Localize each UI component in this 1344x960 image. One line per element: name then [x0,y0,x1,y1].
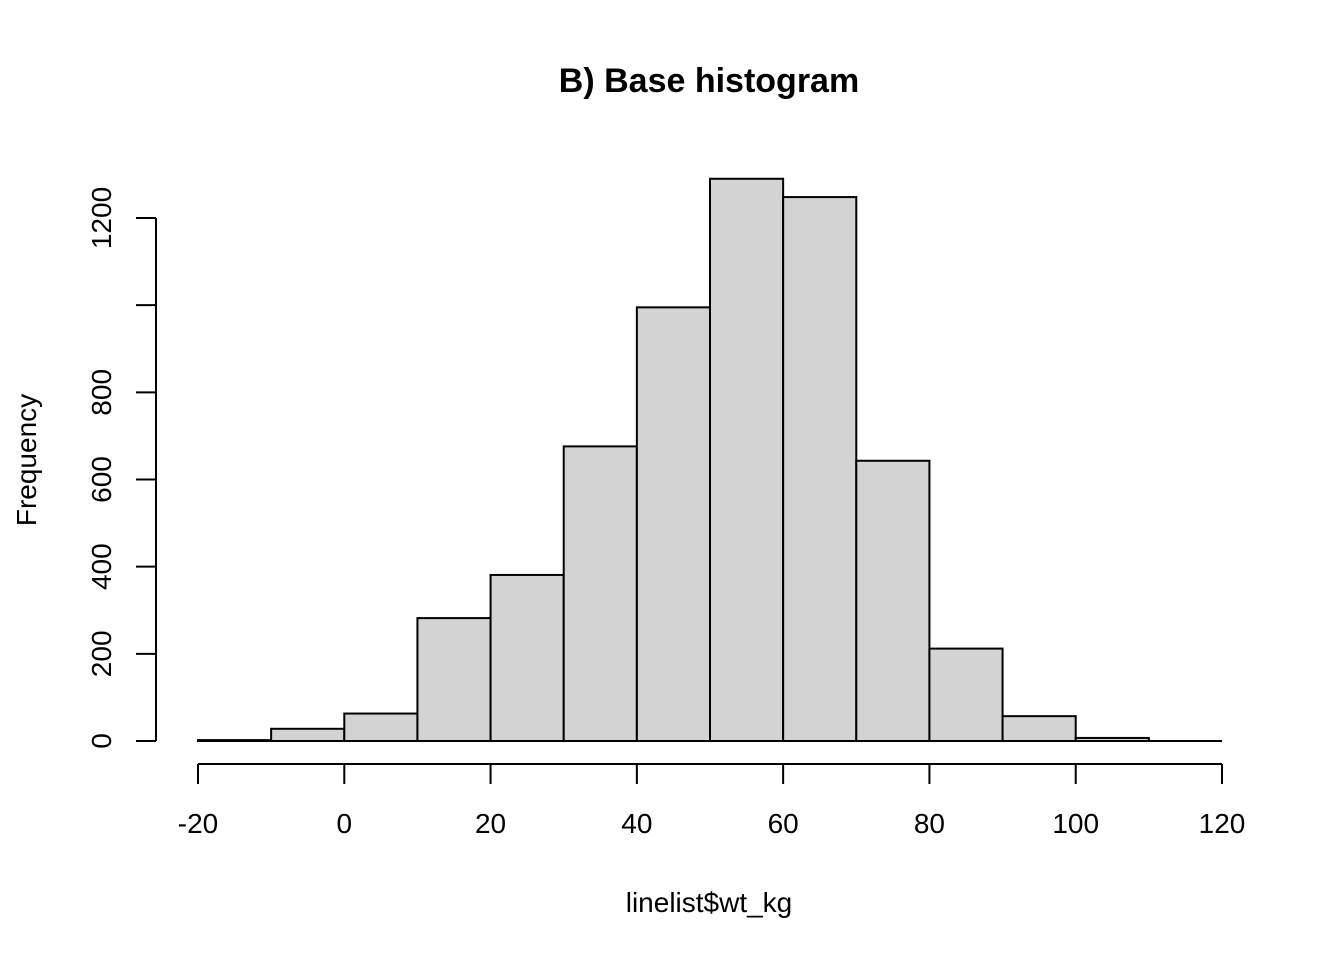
x-tick-label: 60 [768,808,799,839]
y-tick-label: 0 [86,733,117,749]
bars-group [197,177,1222,743]
x-tick-label: 0 [336,808,352,839]
histogram-bar [635,306,711,742]
y-axis: 0 200 400 600 800 1200 [86,187,157,749]
y-tick-label: 1200 [86,187,117,249]
histogram-bar [270,727,346,743]
x-tick-label: 100 [1052,808,1099,839]
y-tick-label: 600 [86,456,117,503]
x-tick-label: 120 [1199,808,1246,839]
histogram-bar [416,617,492,742]
histogram-bar [855,459,931,742]
histogram-bar [562,445,638,742]
histogram-bar [928,647,1004,742]
x-tick-label: -20 [178,808,218,839]
y-tick-label: 800 [86,369,117,416]
chart-title: B) Base histogram [559,62,859,100]
histogram-bar [782,196,858,742]
x-tick-label: 40 [621,808,652,839]
histogram-bar [489,573,565,743]
x-axis-label: linelist$wt_kg [626,887,793,918]
y-tick-label: 200 [86,630,117,677]
histogram-bar [1001,715,1077,742]
x-tick-label: 20 [475,808,506,839]
x-tick-label: 80 [914,808,945,839]
y-axis-label: Frequency [11,394,42,526]
x-axis: -20 0 20 40 60 80 100 120 [178,763,1246,839]
y-tick-label: 400 [86,543,117,590]
histogram-bar [343,712,419,742]
histogram-bar [709,177,785,742]
